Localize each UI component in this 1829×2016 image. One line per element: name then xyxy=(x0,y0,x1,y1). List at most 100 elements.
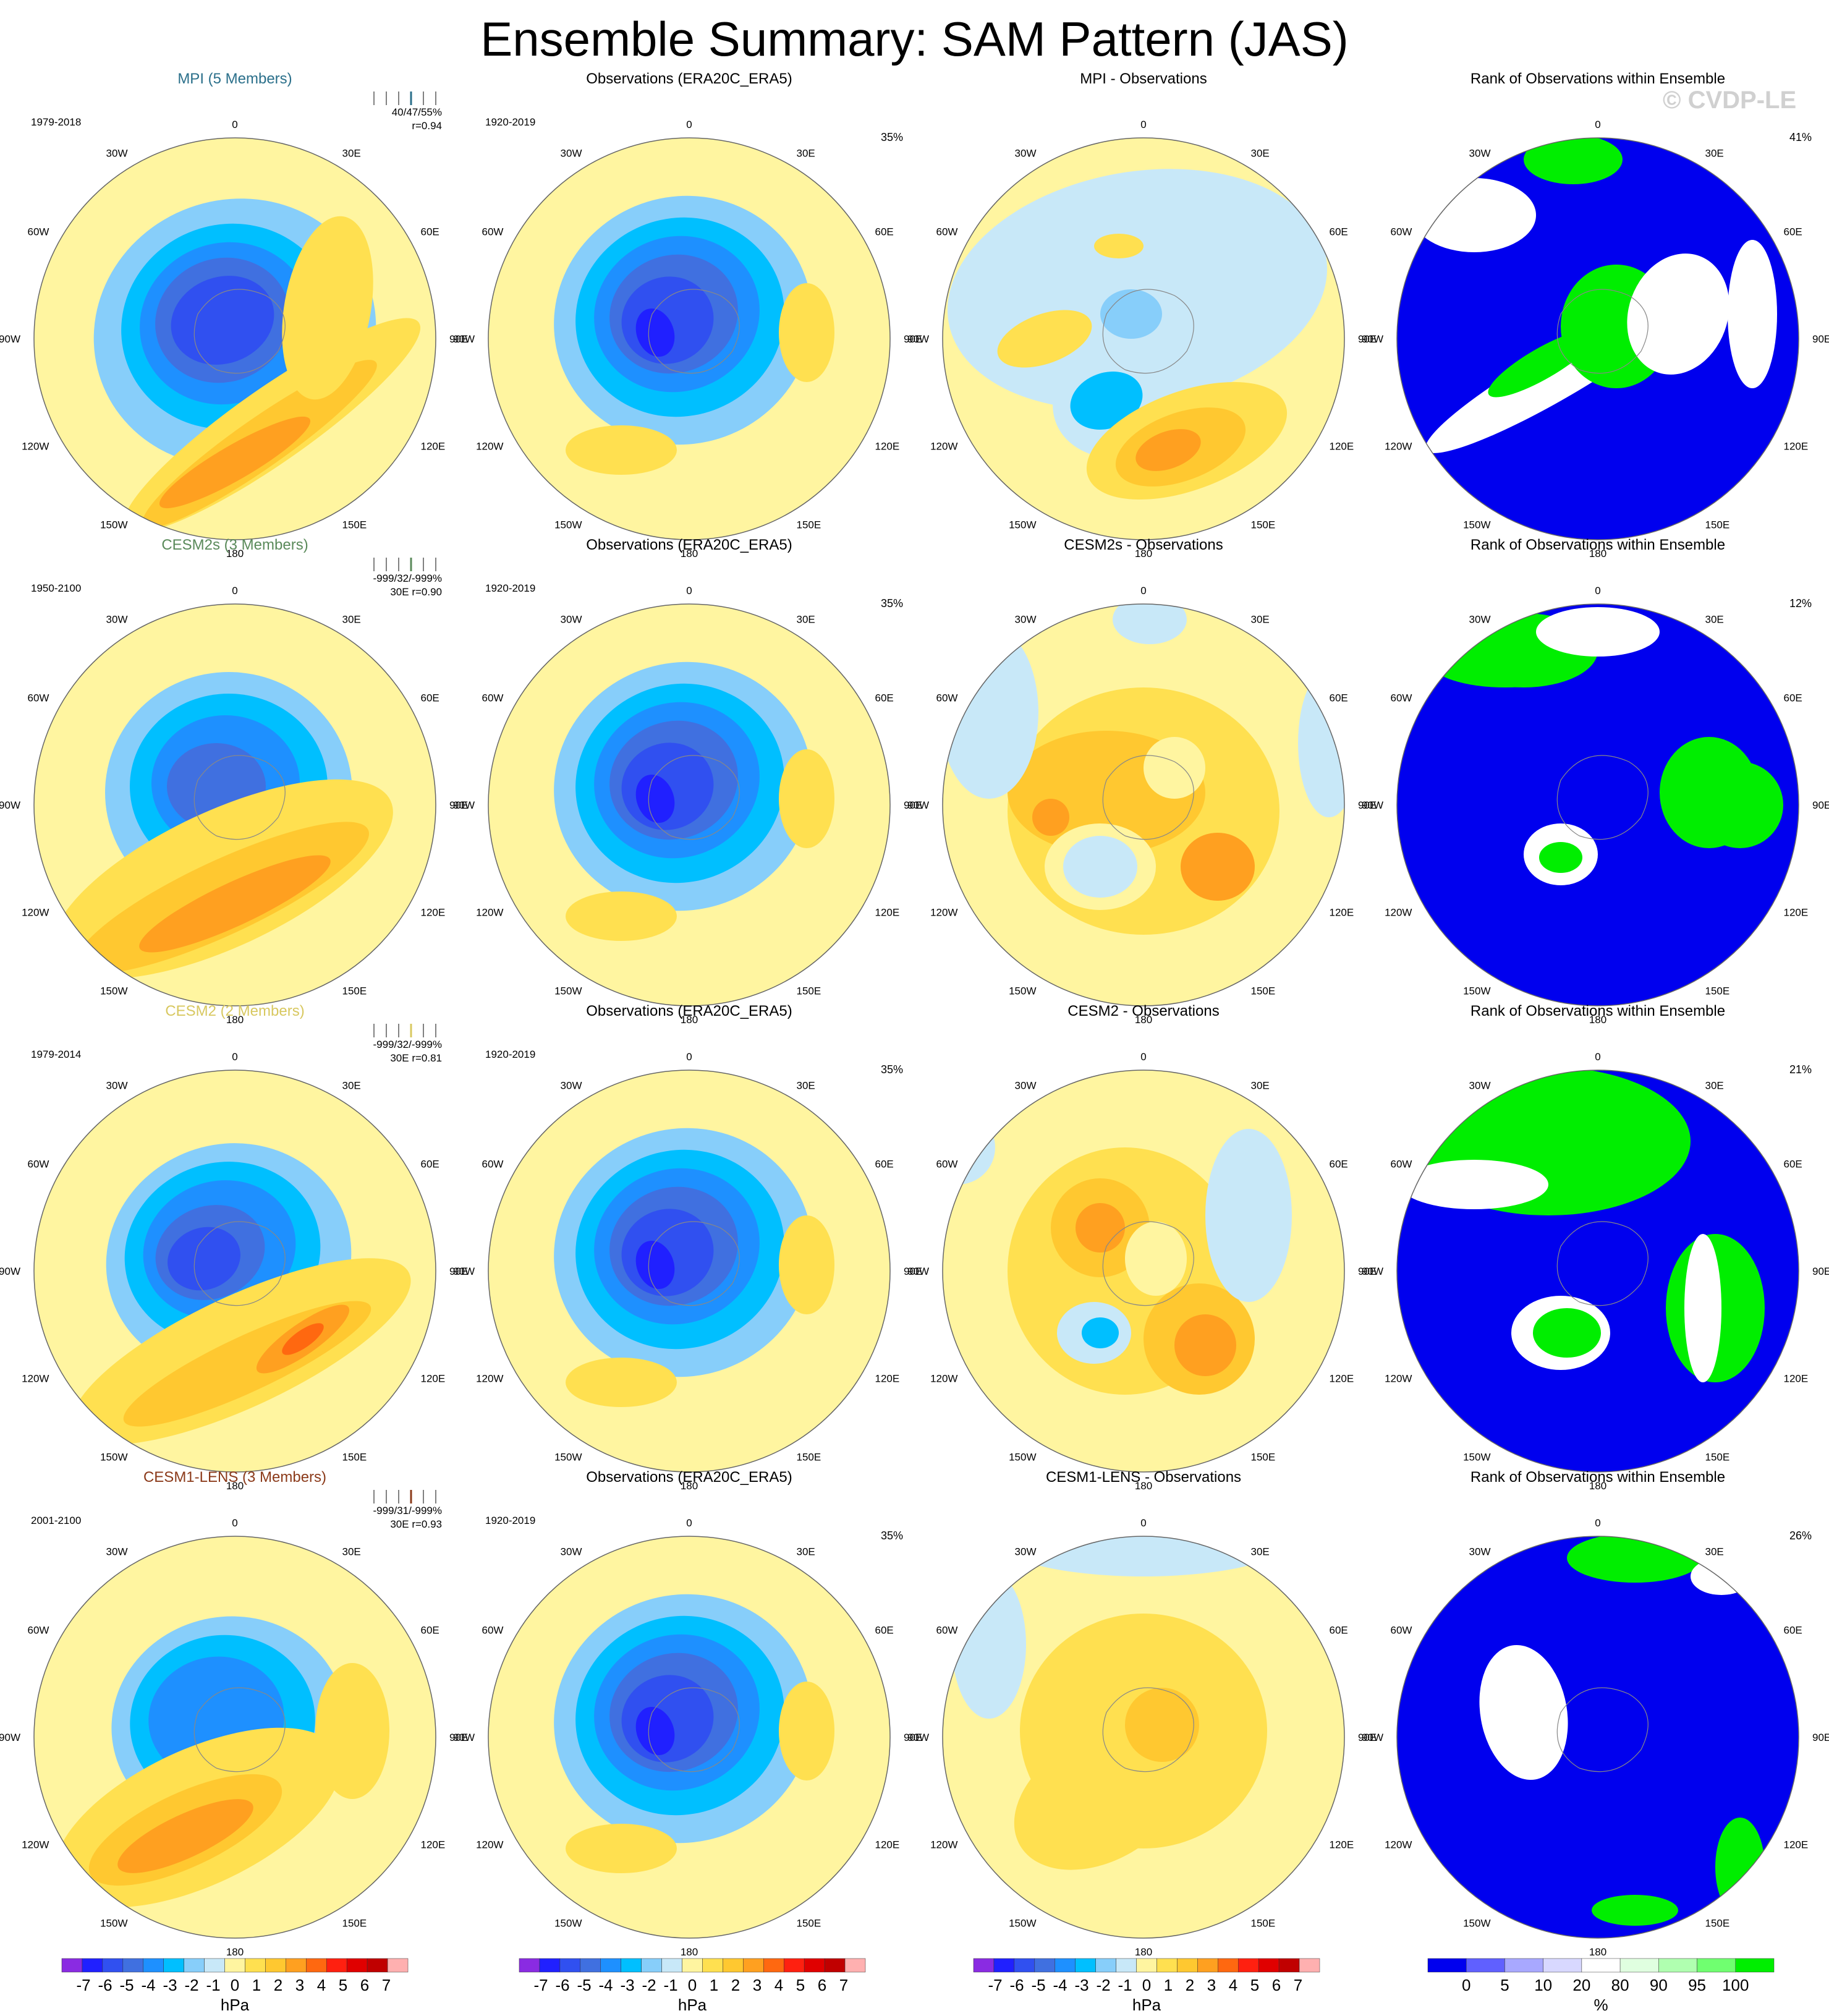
colorbar-swatch xyxy=(204,1958,225,1973)
lon-label: 60E xyxy=(1330,692,1348,704)
map-border xyxy=(488,1536,891,1939)
map-panel-obs-0: Observations (ERA20C_ERA5) 0 30E 60E 90E 120E… xyxy=(453,70,922,559)
lon-label: 180 xyxy=(1589,548,1606,559)
contour-region xyxy=(566,1358,677,1407)
lon-label: 60E xyxy=(875,1159,894,1170)
colorbar-label: 2 xyxy=(731,1976,740,1994)
contour-region xyxy=(635,308,675,357)
lon-label: 60E xyxy=(1784,1159,1802,1170)
colorbar-label: -5 xyxy=(1031,1976,1045,1994)
colorbar-label: 1 xyxy=(252,1976,261,1994)
lon-label: 90W xyxy=(453,1265,475,1277)
lon-label: 0 xyxy=(1595,1517,1600,1529)
contour-region xyxy=(282,216,373,400)
colorbar-label: 2 xyxy=(274,1976,282,1994)
colorbar-swatch xyxy=(763,1958,784,1973)
colorbar-label: 3 xyxy=(295,1976,304,1994)
colorbar-swatch xyxy=(224,1958,245,1973)
lon-label: 90E xyxy=(449,799,468,811)
colorbar-swatch xyxy=(519,1958,540,1973)
lon-label: 120E xyxy=(421,907,446,919)
colorbar-swatch xyxy=(122,1958,144,1973)
antarctica-coastline xyxy=(193,755,286,840)
lon-label: 180 xyxy=(1135,548,1152,559)
map-panel-obs-1: Observations (ERA20C_ERA5) 0 30E 60E 90E 120E… xyxy=(453,537,922,1026)
colorbar-swatch xyxy=(1218,1958,1239,1973)
contour-region xyxy=(1298,669,1344,817)
lon-label: 120W xyxy=(1385,907,1412,919)
pct-label: 35% xyxy=(881,1529,903,1542)
lon-label: 150W xyxy=(554,985,582,997)
contour-region xyxy=(1082,1317,1119,1348)
contour-region xyxy=(1728,240,1777,388)
colorbar-swatch xyxy=(973,1958,995,1973)
map-border xyxy=(1396,137,1799,540)
colorbar-swatch xyxy=(580,1958,601,1973)
contour-region xyxy=(1567,1536,1703,1583)
lon-label: 30E xyxy=(342,613,361,625)
panel-title: CESM2s - Observations xyxy=(1064,537,1223,553)
period-label: 2001-2100 xyxy=(31,1515,81,1526)
map-field xyxy=(943,1536,1344,1938)
lon-label: 90E xyxy=(904,799,922,811)
lon-label: 90W xyxy=(453,333,475,345)
antarctica-coastline xyxy=(193,289,286,374)
colorbar-swatch xyxy=(306,1958,327,1973)
lon-label: 120E xyxy=(421,1373,446,1385)
lon-label: 150E xyxy=(1251,519,1276,531)
contour-region xyxy=(1070,371,1143,430)
lon-label: 60E xyxy=(875,226,894,238)
pct-label: 26% xyxy=(1789,1529,1812,1542)
lon-label: 0 xyxy=(686,585,692,597)
lon-label: 60W xyxy=(28,692,49,704)
lon-label: 90E xyxy=(449,1732,468,1743)
colorbar-swatch xyxy=(1299,1958,1320,1973)
lon-label: 60E xyxy=(875,1625,894,1636)
lon-label: 180 xyxy=(226,1480,244,1492)
colorbar-label: 6 xyxy=(360,1976,369,1994)
map-field xyxy=(34,1070,436,1472)
contour-region xyxy=(1412,178,1536,252)
panel-title: MPI - Observations xyxy=(1080,70,1207,87)
lon-label: 60E xyxy=(421,1159,439,1170)
map-field xyxy=(34,1536,436,1938)
lon-label: 150W xyxy=(100,985,127,997)
colorbar-label: 3 xyxy=(1207,1976,1216,1994)
lon-label: 30E xyxy=(1705,613,1724,625)
colorbar-swatch xyxy=(367,1958,388,1973)
stats-label: -999/32/-999% xyxy=(373,572,442,584)
lon-label: 90E xyxy=(449,1265,468,1277)
lon-label: 180 xyxy=(226,1014,244,1026)
colorbar-label: -2 xyxy=(184,1976,198,1994)
contour-region xyxy=(1488,330,1597,398)
panel-title: Observations (ERA20C_ERA5) xyxy=(586,1469,792,1486)
lon-label: 60E xyxy=(1330,1625,1348,1636)
colorbar-swatch xyxy=(286,1958,307,1973)
lon-label: 30W xyxy=(1469,147,1491,159)
lon-label: 60W xyxy=(936,1159,958,1170)
lon-label: 30E xyxy=(342,1546,361,1557)
corr-label: r=0.94 xyxy=(412,120,442,132)
antarctica-coastline xyxy=(648,289,740,374)
lon-label: 30W xyxy=(106,613,128,625)
lon-label: 60E xyxy=(421,692,439,704)
lon-label: 120E xyxy=(1784,441,1809,453)
colorbar-swatch xyxy=(61,1958,83,1973)
contour-region xyxy=(1691,1558,1752,1595)
colorbar-swatch xyxy=(265,1958,286,1973)
antarctica-coastline xyxy=(1556,289,1649,374)
colorbar-label: 2 xyxy=(1186,1976,1194,1994)
lon-label: 120E xyxy=(875,1839,900,1851)
contour-region xyxy=(943,626,1038,799)
lon-label: 150E xyxy=(1251,1918,1276,1929)
colorbar-swatch xyxy=(559,1958,581,1973)
colorbar-swatch xyxy=(184,1958,205,1973)
antarctica-coastline xyxy=(1556,1687,1649,1772)
lon-label: 150E xyxy=(342,1452,367,1463)
map-border xyxy=(942,1536,1345,1939)
colorbar-swatch xyxy=(1136,1958,1157,1973)
lon-label: 30E xyxy=(1705,147,1724,159)
lon-label: 30W xyxy=(1469,613,1491,625)
lon-label: 150E xyxy=(1705,1452,1730,1463)
antarctica-coastline xyxy=(1556,755,1649,840)
